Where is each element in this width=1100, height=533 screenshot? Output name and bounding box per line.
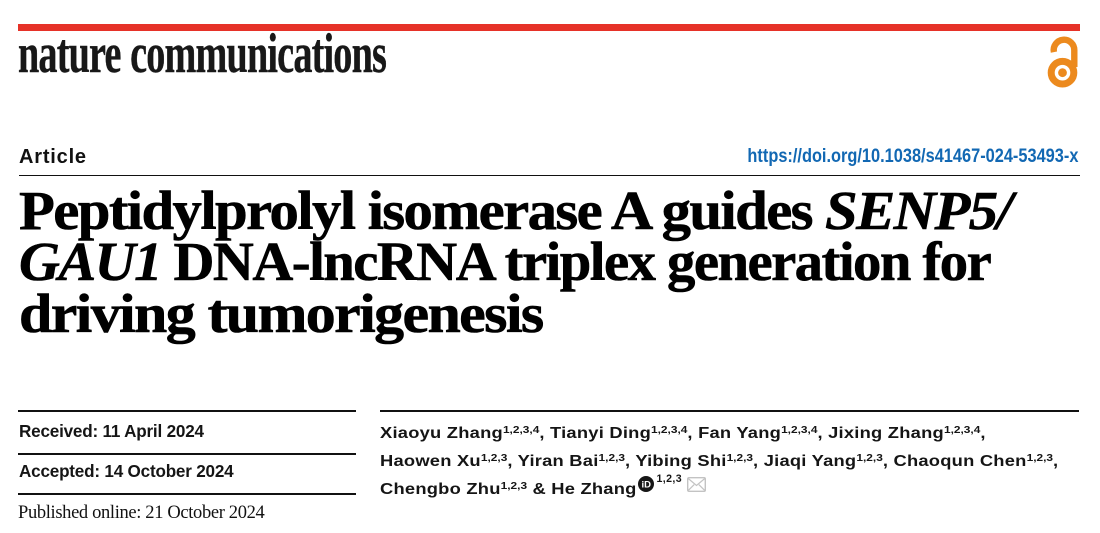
- svg-text:iD: iD: [641, 480, 651, 491]
